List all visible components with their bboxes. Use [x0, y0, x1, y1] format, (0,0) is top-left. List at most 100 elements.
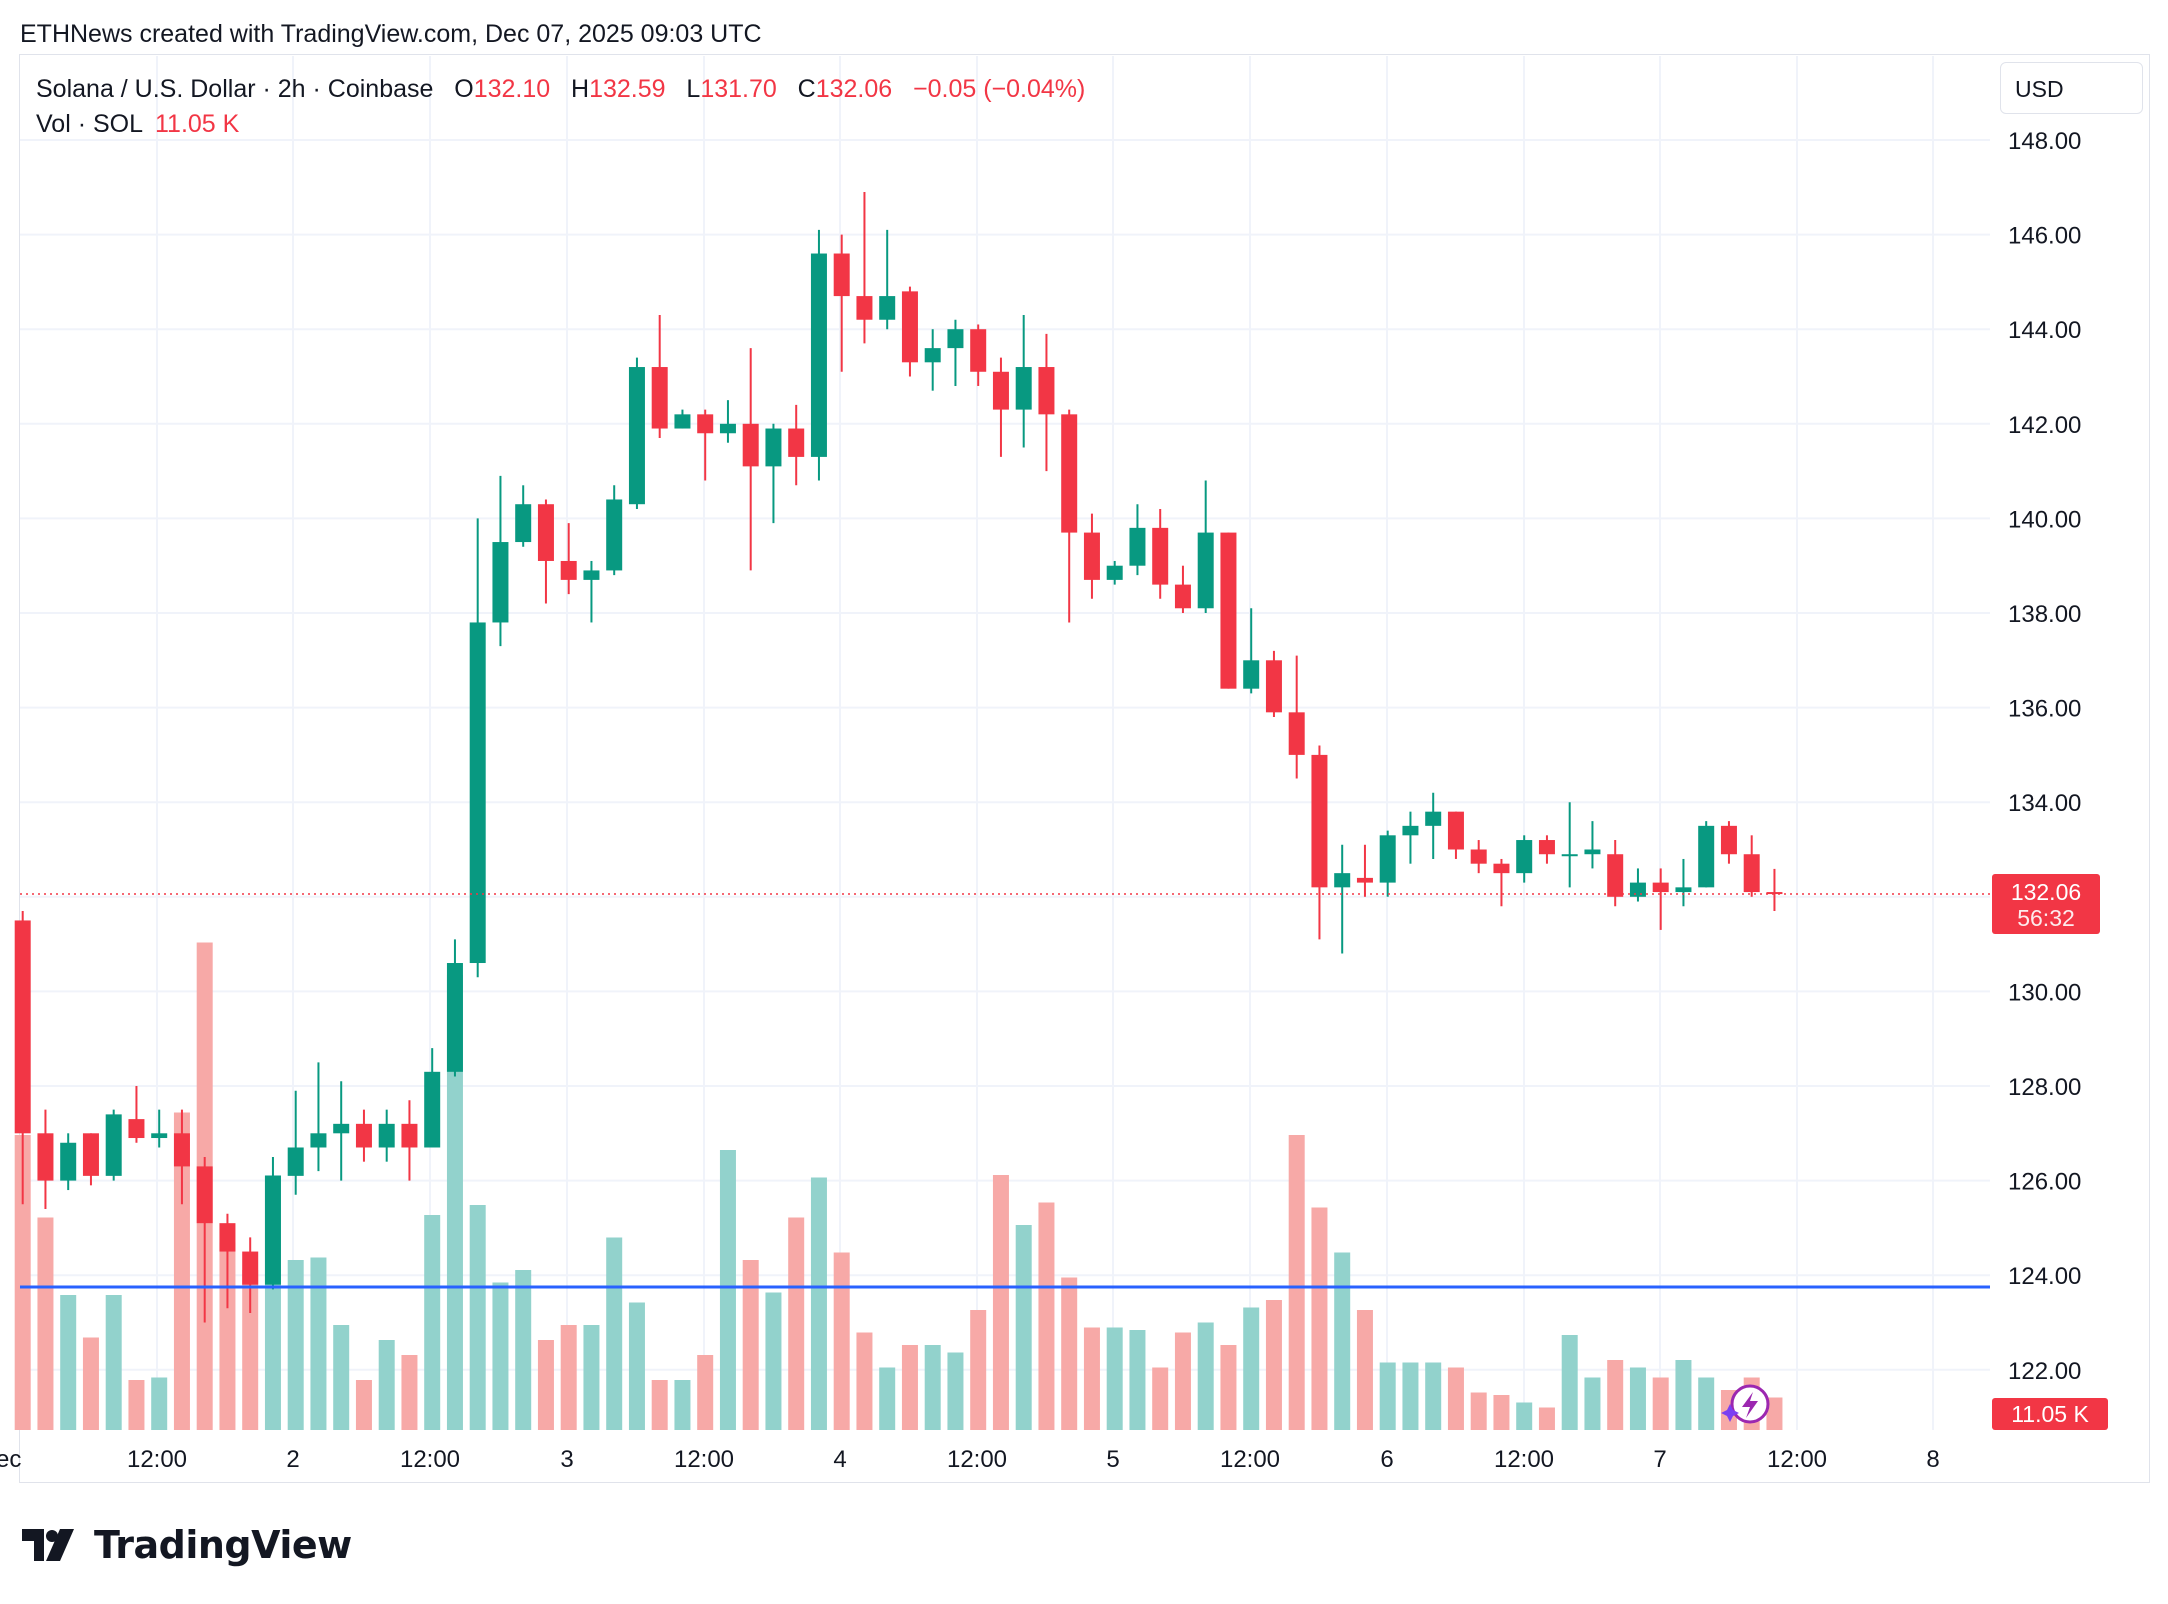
candle-body[interactable] — [105, 1114, 122, 1176]
volume-badge-label: 11.05 K — [2011, 1401, 2089, 1427]
volume-bar — [560, 1325, 577, 1430]
candle-body[interactable] — [697, 414, 714, 434]
candle-body[interactable] — [992, 371, 1009, 410]
candle-body[interactable] — [1584, 849, 1601, 855]
candle-body[interactable] — [674, 414, 691, 429]
volume-bar — [378, 1340, 395, 1430]
volume-bar — [537, 1340, 554, 1430]
candle-body[interactable] — [810, 253, 827, 457]
candle-body[interactable] — [651, 367, 668, 429]
y-tick-label: 140.00 — [2008, 506, 2081, 533]
candle-body[interactable] — [82, 1133, 99, 1176]
candle-body[interactable] — [1425, 811, 1442, 826]
candle-body[interactable] — [560, 560, 577, 580]
candle-body[interactable] — [1561, 854, 1578, 857]
candle-body[interactable] — [1607, 854, 1624, 897]
candle-body[interactable] — [583, 570, 600, 580]
candle-body[interactable] — [1015, 367, 1032, 410]
candle-body[interactable] — [1379, 835, 1396, 883]
candle-body[interactable] — [1766, 892, 1783, 895]
candle-body[interactable] — [1083, 532, 1100, 580]
volume-label[interactable]: Vol · SOL — [36, 110, 143, 138]
candle-body[interactable] — [606, 499, 623, 571]
candle-body[interactable] — [469, 622, 486, 964]
candle-body[interactable] — [310, 1133, 327, 1148]
candle-body[interactable] — [1265, 660, 1282, 713]
candle-body[interactable] — [1152, 527, 1169, 585]
candle-body[interactable] — [1197, 532, 1214, 609]
candle-body[interactable] — [1493, 863, 1510, 874]
candle-body[interactable] — [1220, 532, 1237, 689]
candle-body[interactable] — [333, 1123, 350, 1134]
volume-bar — [14, 1135, 31, 1430]
candle-body[interactable] — [151, 1133, 168, 1139]
candle-body[interactable] — [287, 1147, 304, 1176]
candle-body[interactable] — [1743, 854, 1760, 893]
volume-bar — [401, 1355, 418, 1430]
candle-body[interactable] — [1288, 712, 1305, 755]
candle-body[interactable] — [970, 329, 987, 372]
candle-body[interactable] — [788, 428, 805, 457]
candle-body[interactable] — [537, 504, 554, 561]
candle-body[interactable] — [742, 423, 759, 467]
candle-body[interactable] — [1675, 887, 1692, 893]
candle-body[interactable] — [1243, 660, 1260, 689]
candle-body[interactable] — [901, 291, 918, 363]
candle-body[interactable] — [355, 1123, 372, 1148]
candle-body[interactable] — [1447, 811, 1464, 850]
candle-body[interactable] — [242, 1251, 259, 1285]
candle-body[interactable] — [37, 1133, 54, 1181]
candle-body[interactable] — [492, 542, 509, 623]
legend-high-label: H — [571, 75, 590, 103]
candle-body[interactable] — [1129, 527, 1146, 566]
candle-body[interactable] — [219, 1223, 236, 1252]
candle-body[interactable] — [1720, 825, 1737, 855]
candle-body[interactable] — [14, 920, 31, 1134]
tradingview-logo[interactable]: TradingView — [22, 1523, 352, 1567]
candle-body[interactable] — [947, 329, 964, 349]
candle-body[interactable] — [1538, 840, 1555, 855]
candle-body[interactable] — [856, 296, 873, 320]
volume-bar — [424, 1215, 441, 1430]
candle-body[interactable] — [1106, 565, 1123, 580]
candle-body[interactable] — [173, 1133, 190, 1167]
candle-body[interactable] — [401, 1123, 418, 1148]
volume-badge[interactable] — [1992, 1398, 2108, 1430]
candle-body[interactable] — [1038, 367, 1055, 415]
volume-bar — [583, 1325, 600, 1430]
candle-body[interactable] — [879, 296, 896, 320]
candle-body[interactable] — [1402, 825, 1419, 836]
volume-bar — [810, 1177, 827, 1430]
candle-body[interactable] — [1174, 584, 1191, 609]
candle-body[interactable] — [378, 1123, 395, 1148]
ohlc-legend: Solana / U.S. Dollar · 2h · Coinbase O13… — [36, 75, 1085, 104]
candle-body[interactable] — [765, 428, 782, 467]
candle-body[interactable] — [128, 1119, 145, 1139]
legend-symbol[interactable]: Solana / U.S. Dollar · 2h · Coinbase — [36, 75, 434, 103]
volume-bar — [310, 1257, 327, 1430]
candle-body[interactable] — [515, 504, 532, 543]
candle-body[interactable] — [60, 1142, 77, 1181]
candle-body[interactable] — [1061, 414, 1078, 533]
candle-body[interactable] — [1470, 849, 1487, 864]
currency-button[interactable]: USD — [2000, 62, 2143, 114]
volume-bar — [1607, 1360, 1624, 1430]
candle-body[interactable] — [424, 1071, 441, 1148]
candle-body[interactable] — [1516, 840, 1533, 874]
volume-value: 11.05 K — [155, 110, 240, 138]
candle-body[interactable] — [196, 1166, 213, 1224]
candle-body[interactable] — [833, 253, 850, 297]
candle-body[interactable] — [1629, 882, 1646, 897]
candle-body[interactable] — [719, 423, 736, 434]
candle-body[interactable] — [924, 348, 941, 363]
candle-body[interactable] — [1356, 877, 1373, 883]
candle-body[interactable] — [446, 963, 463, 1072]
last-price-badge[interactable] — [1992, 873, 2100, 934]
candle-body[interactable] — [628, 367, 645, 505]
candle-body[interactable] — [1652, 882, 1669, 893]
candle-body[interactable] — [1334, 873, 1351, 888]
candle-body[interactable] — [1311, 754, 1328, 888]
candle-body[interactable] — [1698, 825, 1715, 888]
candle-body[interactable] — [264, 1175, 281, 1285]
